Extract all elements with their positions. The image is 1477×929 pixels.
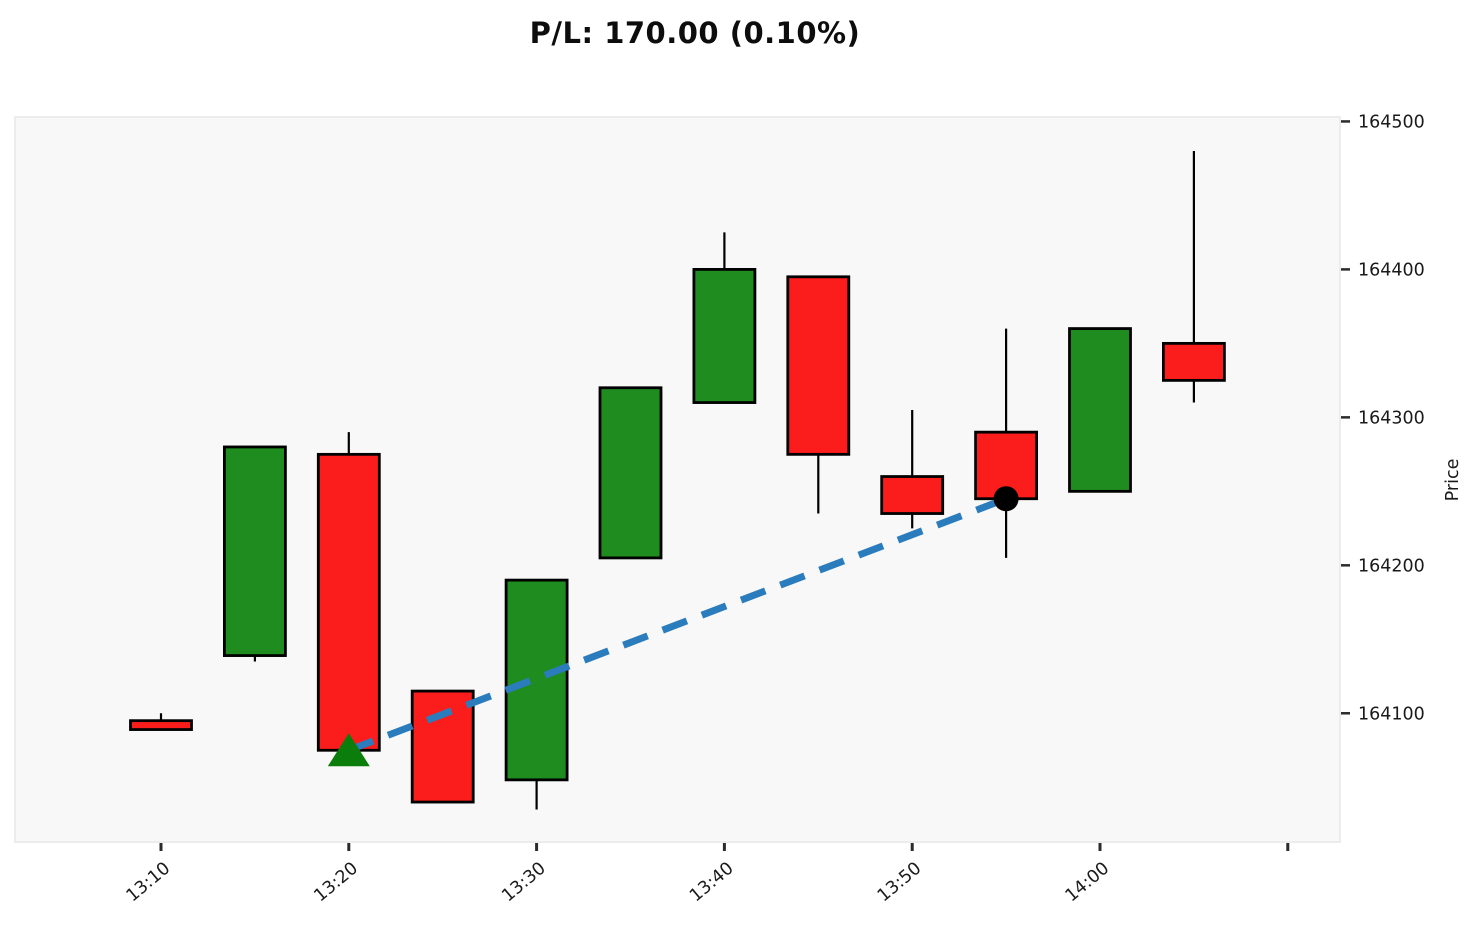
candle-body (786, 275, 851, 456)
plot-area (14, 116, 1341, 843)
candle-body (1162, 341, 1226, 382)
y-tick-label: 164100 (1358, 704, 1425, 724)
candle-body (222, 445, 287, 657)
x-tick-label: 13:30 (498, 859, 549, 907)
candle-body (1068, 327, 1132, 493)
candle-body (598, 386, 663, 560)
x-tick-label: 13:20 (311, 859, 362, 907)
y-tick-label: 164400 (1358, 260, 1425, 280)
chart-title: P/L: 170.00 (0.10%) (529, 16, 861, 50)
x-tick-label: 13:40 (686, 859, 737, 907)
x-tick-label: 14:00 (1062, 859, 1113, 907)
x-tick-label: 13:50 (874, 859, 925, 907)
candle-body (692, 267, 757, 404)
y-tick-label: 164300 (1358, 408, 1425, 428)
x-tick-label: 13:10 (123, 859, 174, 907)
candle-body (316, 452, 381, 752)
candle-body (880, 475, 945, 515)
candle-body (129, 719, 193, 731)
trade-line (347, 495, 1008, 754)
candle-body (410, 689, 475, 804)
candle-body (504, 578, 569, 782)
sell-marker (993, 486, 1019, 512)
y-axis-label: Price (1443, 459, 1463, 502)
buy-marker (327, 733, 370, 767)
y-tick-label: 164500 (1358, 112, 1425, 132)
y-tick-label: 164200 (1358, 556, 1425, 576)
